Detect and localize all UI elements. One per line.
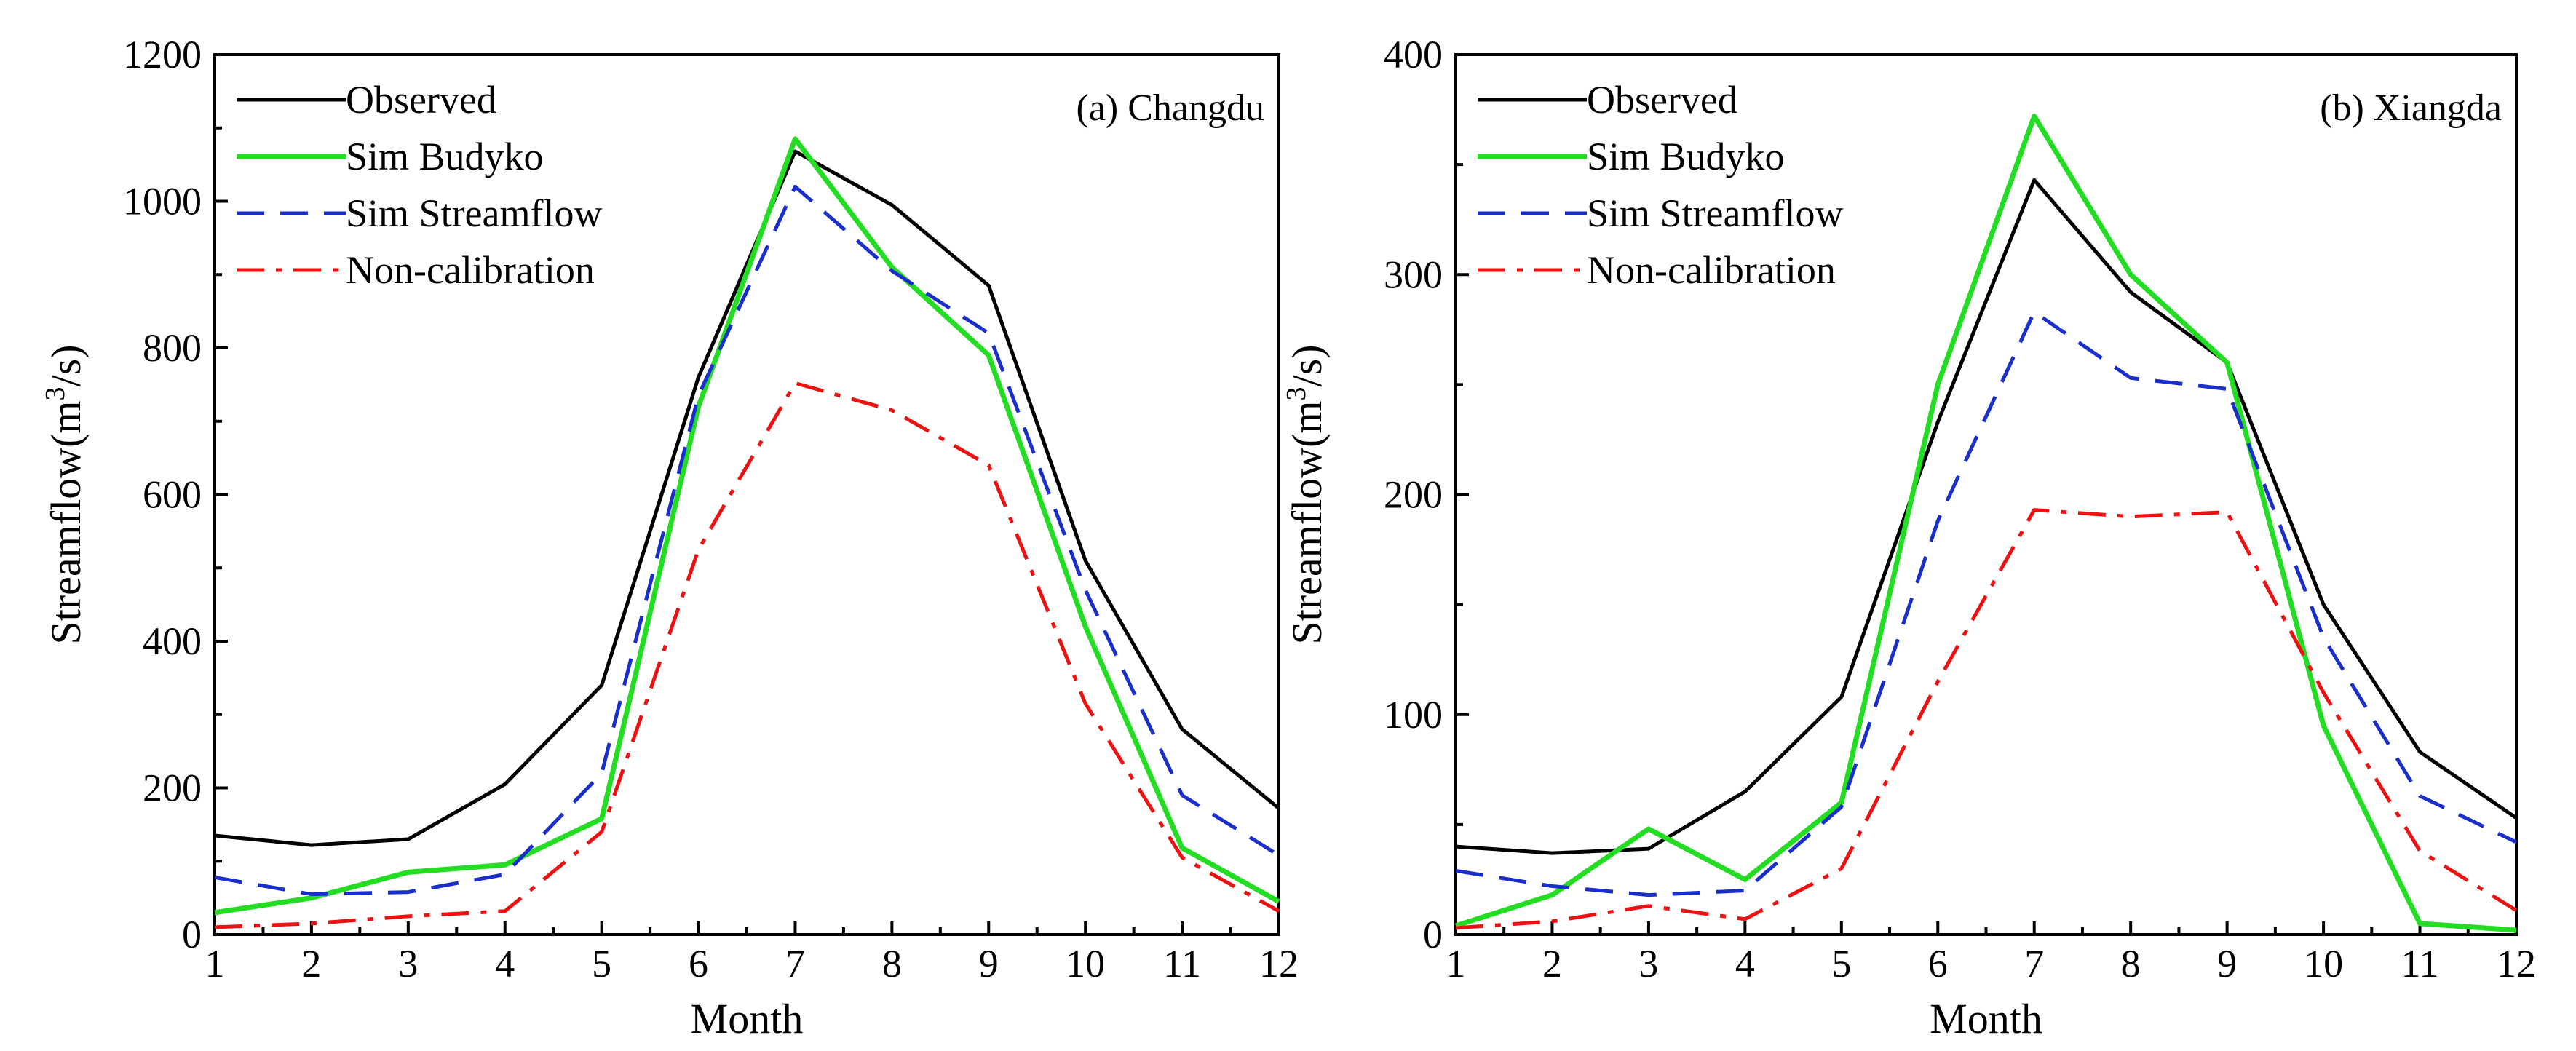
y-tick-label: 600 [143,473,202,517]
y-axis-title-tail: /s) [42,344,90,386]
x-tick-label: 3 [398,942,418,985]
x-tick-label: 7 [2024,942,2044,985]
legend-entry: Non-calibration [1587,248,1836,292]
y-axis-title-superscript: 3 [40,386,71,400]
x-tick-label: 12 [1259,942,1299,985]
y-tick-label: 1000 [123,180,202,223]
chart-panel-xiangda: 1 2 3 4 5 6 7 8 9 10 11 120100200300400MonthStreamf… [1281,33,2536,1042]
y-tick-label: 300 [1384,253,1443,296]
series-line-observed [1455,178,2518,855]
x-tick-label: 11 [1163,942,1201,985]
series-line-sim-streamflow [1455,310,2518,897]
x-tick-label: 5 [592,942,611,985]
y-tick-label: 100 [1384,693,1443,737]
legend-entry: Observed [346,78,496,122]
x-tick-label: 11 [2401,942,2439,985]
legend-entry: Sim Budyko [1587,135,1785,178]
plot-frame [1454,53,2518,936]
legend-entry: Sim Streamflow [346,191,602,235]
x-tick-label: 12 [2497,942,2536,985]
x-tick-label: 2 [301,942,321,985]
x-tick-label: 4 [1735,942,1755,985]
y-tick-label: 400 [1384,33,1443,76]
y-tick-label: 400 [143,619,202,663]
y-tick-label: 0 [1423,913,1443,956]
y-axis-title-superscript: 3 [1281,386,1312,400]
x-tick-label: 8 [882,942,902,985]
y-tick-label: 0 [182,913,202,956]
x-tick-label: 10 [1066,942,1105,985]
legend-entry: Observed [1587,78,1737,122]
chart-panel-changdu: 1 2 3 4 5 6 7 8 9 10 11 12020040060080010001200Mont… [40,33,1299,1042]
panel-label: (a) Changdu [1077,87,1264,129]
x-axis-title: Month [691,995,804,1042]
y-axis-title: Streamflow(m3/s) [40,344,90,644]
legend-entry: Sim Streamflow [1587,191,1843,235]
y-axis-title-main: Streamflow(m [1283,400,1331,644]
x-axis-title: Month [1930,995,2042,1042]
series-line-non-calibration [214,381,1280,929]
legend-entry: Non-calibration [346,248,595,292]
series-line-observed [214,149,1280,847]
y-tick-label: 200 [143,766,202,810]
x-tick-label: 10 [2304,942,2343,985]
y-axis-title: Streamflow(m3/s) [1281,344,1331,644]
x-tick-label: 7 [785,942,805,985]
plot-frame [213,53,1280,936]
x-tick-label: 8 [2121,942,2141,985]
x-tick-label: 6 [689,942,708,985]
series-line-non-calibration [1455,508,2518,930]
y-tick-label: 1200 [123,33,202,76]
y-axis-title-tail: /s) [1283,344,1331,386]
y-tick-label: 800 [143,326,202,370]
x-tick-label: 6 [1928,942,1948,985]
x-tick-label: 9 [2217,942,2237,985]
y-tick-label: 200 [1384,473,1443,517]
x-tick-label: 4 [495,942,515,985]
x-tick-label: 9 [979,942,999,985]
legend-entry: Sim Budyko [346,135,544,178]
series-line-sim-budyko [214,136,1280,916]
x-tick-label: 2 [1542,942,1562,985]
y-axis-title-main: Streamflow(m [42,400,90,644]
x-tick-label: 1 [205,942,225,985]
x-tick-label: 3 [1638,942,1658,985]
series-line-sim-streamflow [214,184,1280,897]
series-line-sim-budyko [1454,114,2517,933]
x-tick-label: 1 [1446,942,1466,985]
x-tick-label: 5 [1831,942,1851,985]
panel-label: (b) Xiangda [2320,87,2502,129]
